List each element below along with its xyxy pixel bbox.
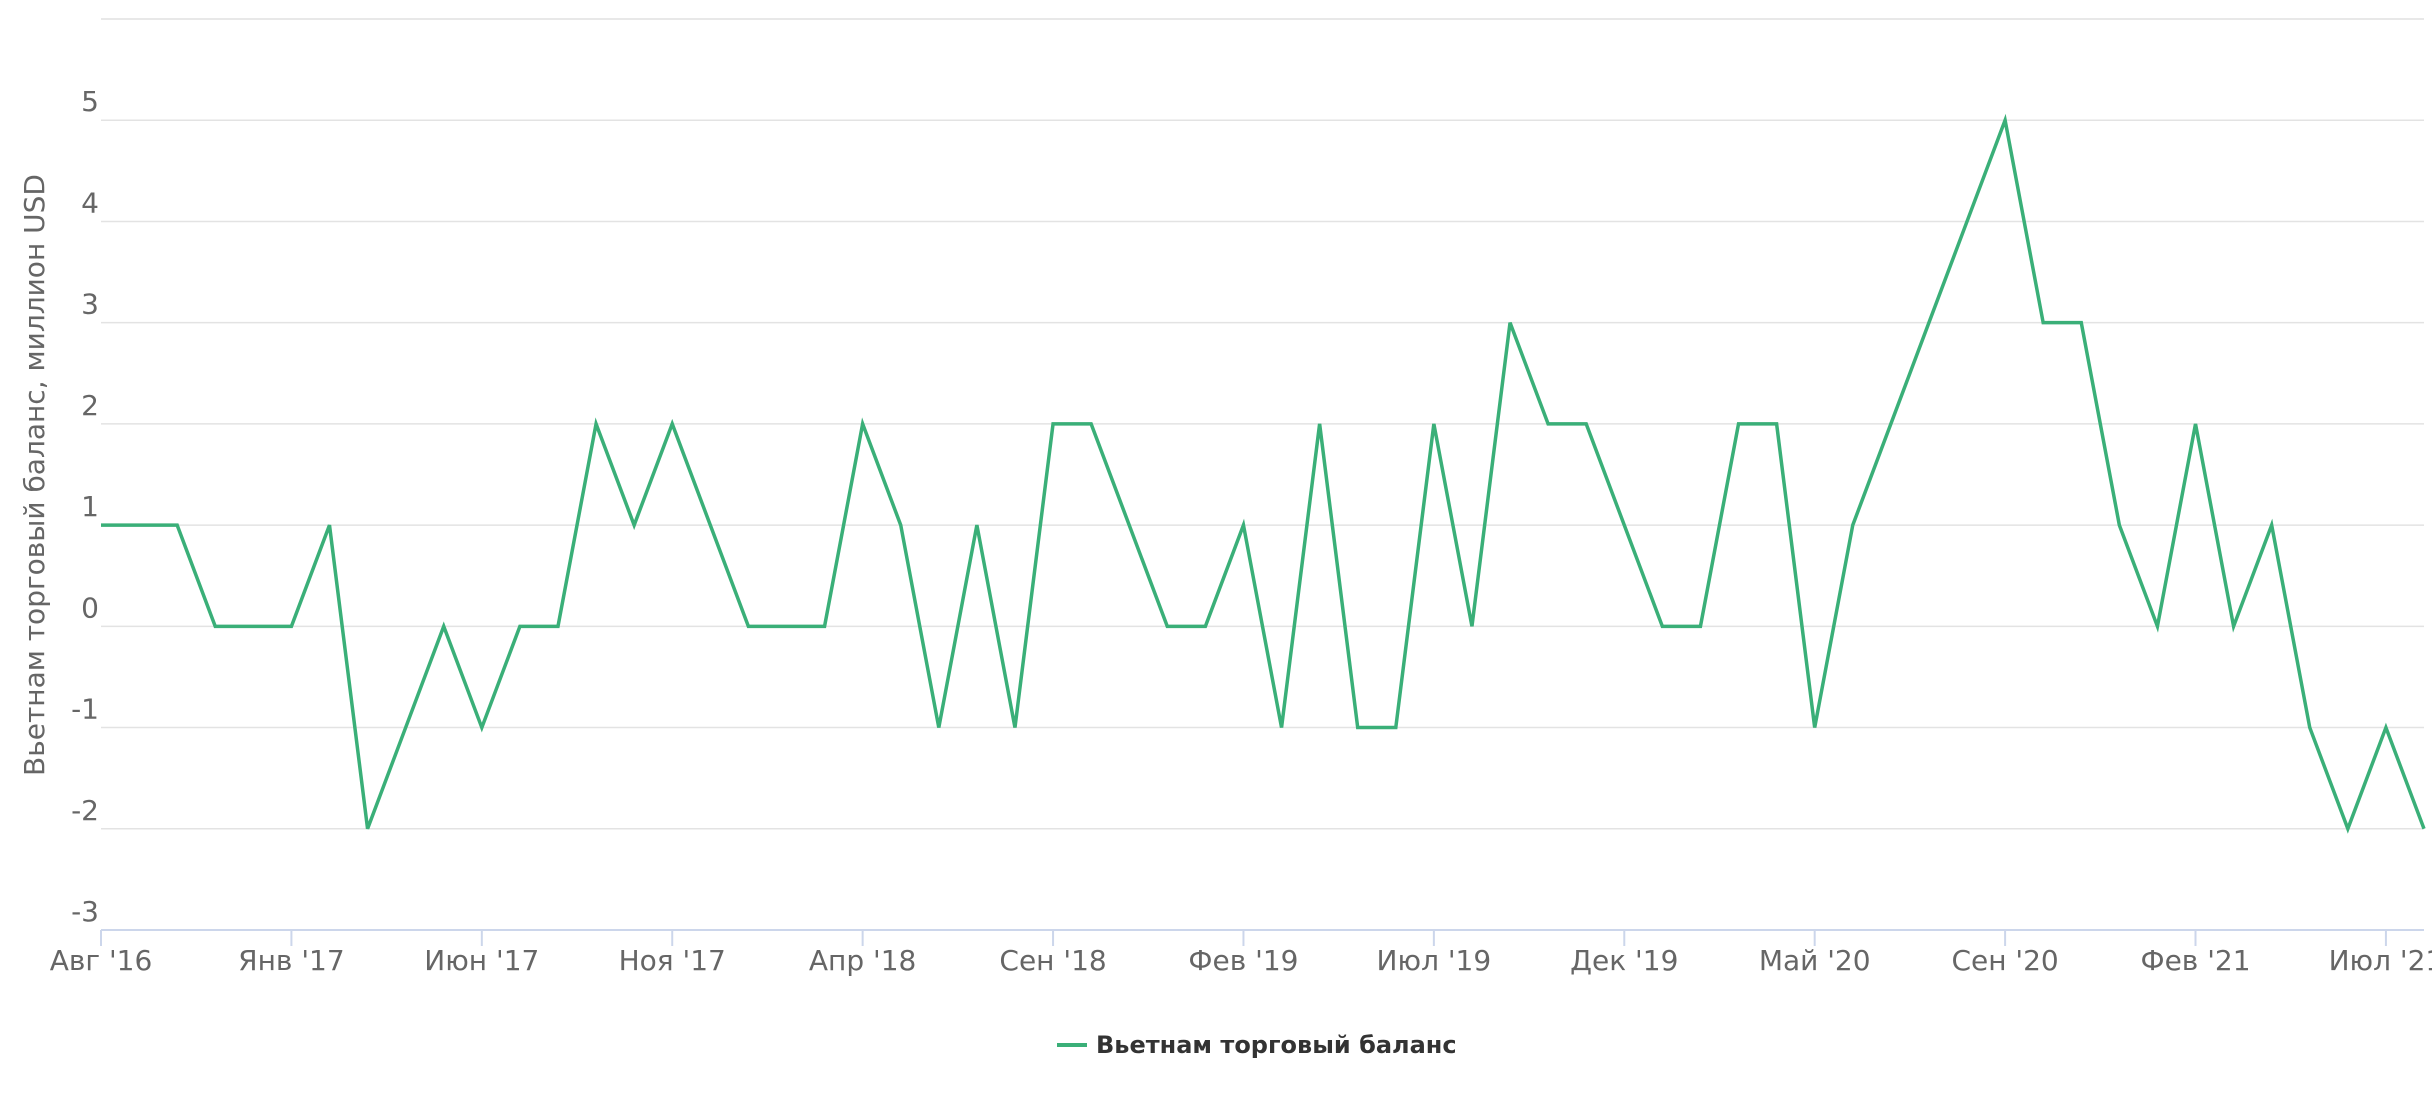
x-tick-label: Май '20 (1759, 944, 1871, 977)
y-tick-label: 4 (81, 186, 99, 219)
x-tick-label: Янв '17 (238, 944, 345, 977)
y-tick-label: 0 (81, 591, 99, 624)
x-tick-label: Июн '17 (424, 944, 539, 977)
y-tick-label: 3 (81, 288, 99, 321)
x-tick-label: Апр '18 (809, 944, 916, 977)
legend-label: Вьетнам торговый баланс (1096, 1031, 1457, 1059)
x-tick-label: Фев '21 (2140, 944, 2250, 977)
x-tick-label: Авг '16 (50, 944, 153, 977)
y-tick-label: -3 (71, 895, 99, 928)
y-axis-label: Вьетнам торговый баланс, миллион USD (18, 174, 51, 776)
series-line (101, 113, 2426, 834)
x-tick-label: Июл '21 (2329, 944, 2432, 977)
x-tick-label: Июл '19 (1377, 944, 1492, 977)
y-tick-label: -1 (71, 693, 99, 726)
x-tick-label: Фев '19 (1188, 944, 1298, 977)
x-tick-label: Сен '18 (999, 944, 1106, 977)
y-tick-label: 1 (81, 490, 99, 523)
y-tick-label: -2 (71, 794, 99, 827)
x-tick-label: Дек '19 (1570, 944, 1678, 977)
x-tick-label: Ноя '17 (619, 944, 726, 977)
x-tick-label: Сен '20 (1951, 944, 2058, 977)
y-tick-label: 2 (81, 389, 99, 422)
y-tick-label: 5 (81, 85, 99, 118)
